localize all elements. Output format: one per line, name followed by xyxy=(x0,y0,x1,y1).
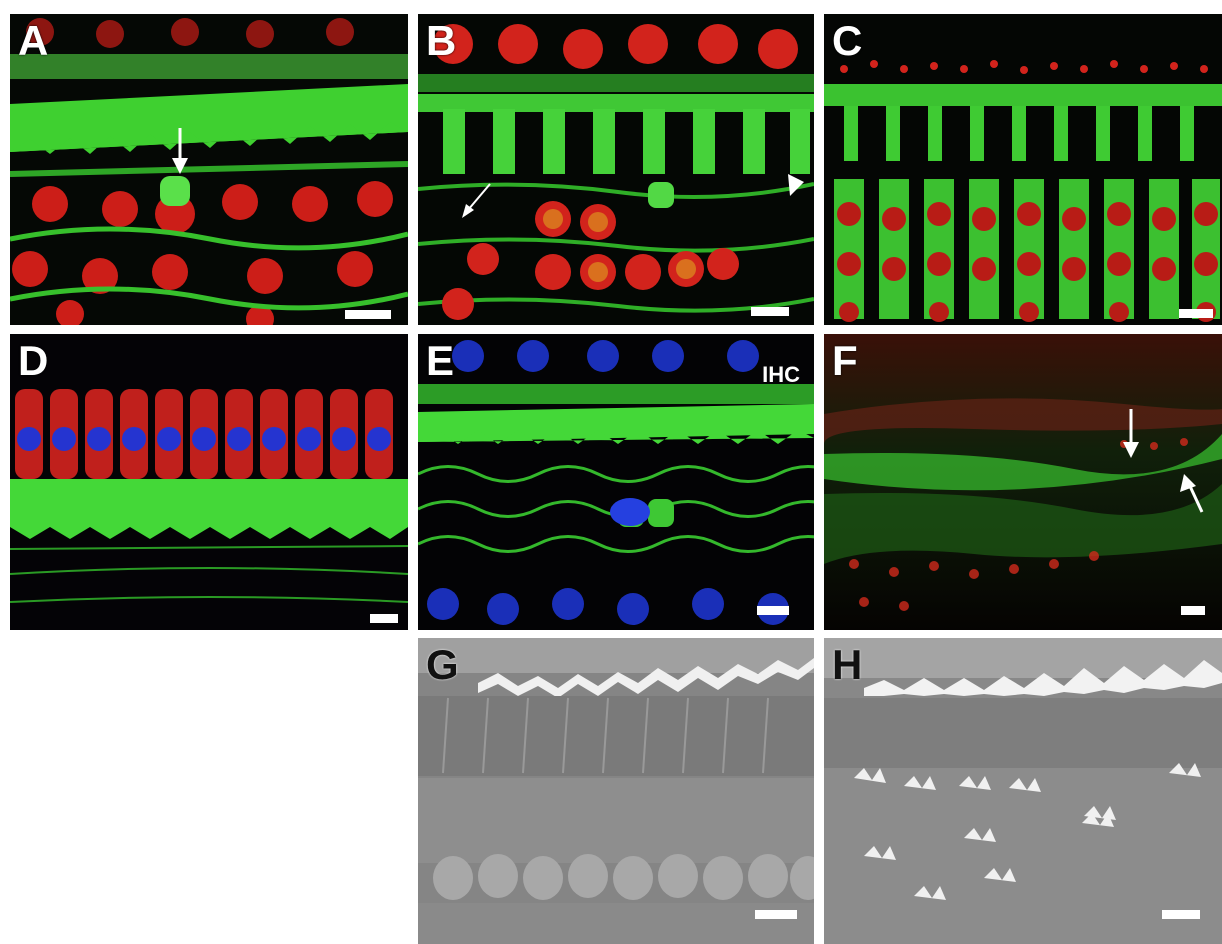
panel-b-image xyxy=(418,14,814,325)
panel-a: A xyxy=(10,14,408,325)
scale-bar xyxy=(755,910,797,919)
panel-c-image xyxy=(824,14,1222,325)
panel-label: B xyxy=(426,17,457,64)
scale-bar xyxy=(757,606,789,615)
panel-label: E xyxy=(426,337,455,384)
panel-label: H xyxy=(832,641,863,688)
panel-a-image xyxy=(10,14,408,325)
panel-g-image xyxy=(418,638,814,944)
panel-h: H xyxy=(824,638,1222,944)
scale-bar xyxy=(370,614,398,623)
scale-bar xyxy=(1179,309,1213,318)
panel-label: D xyxy=(18,337,49,384)
panel-label: F xyxy=(832,337,858,384)
panel-label: C xyxy=(832,17,863,64)
panel-d: D xyxy=(10,334,408,630)
scale-bar xyxy=(751,307,789,316)
panel-g: G xyxy=(418,638,814,944)
panel-c: C xyxy=(824,14,1222,325)
panel-d-image xyxy=(10,334,408,630)
panel-h-image xyxy=(824,638,1222,944)
panel-b: B xyxy=(418,14,814,325)
panel-label: G xyxy=(426,641,459,688)
panel-e: E IHC xyxy=(418,334,814,630)
scale-bar xyxy=(1181,606,1205,615)
panel-label: A xyxy=(18,17,49,64)
scale-bar xyxy=(345,310,391,319)
panel-e-image xyxy=(418,334,814,630)
panel-f-image xyxy=(824,334,1222,630)
panel-f: F xyxy=(824,334,1222,630)
scale-bar xyxy=(1162,910,1200,919)
ihc-label: IHC xyxy=(762,362,800,387)
